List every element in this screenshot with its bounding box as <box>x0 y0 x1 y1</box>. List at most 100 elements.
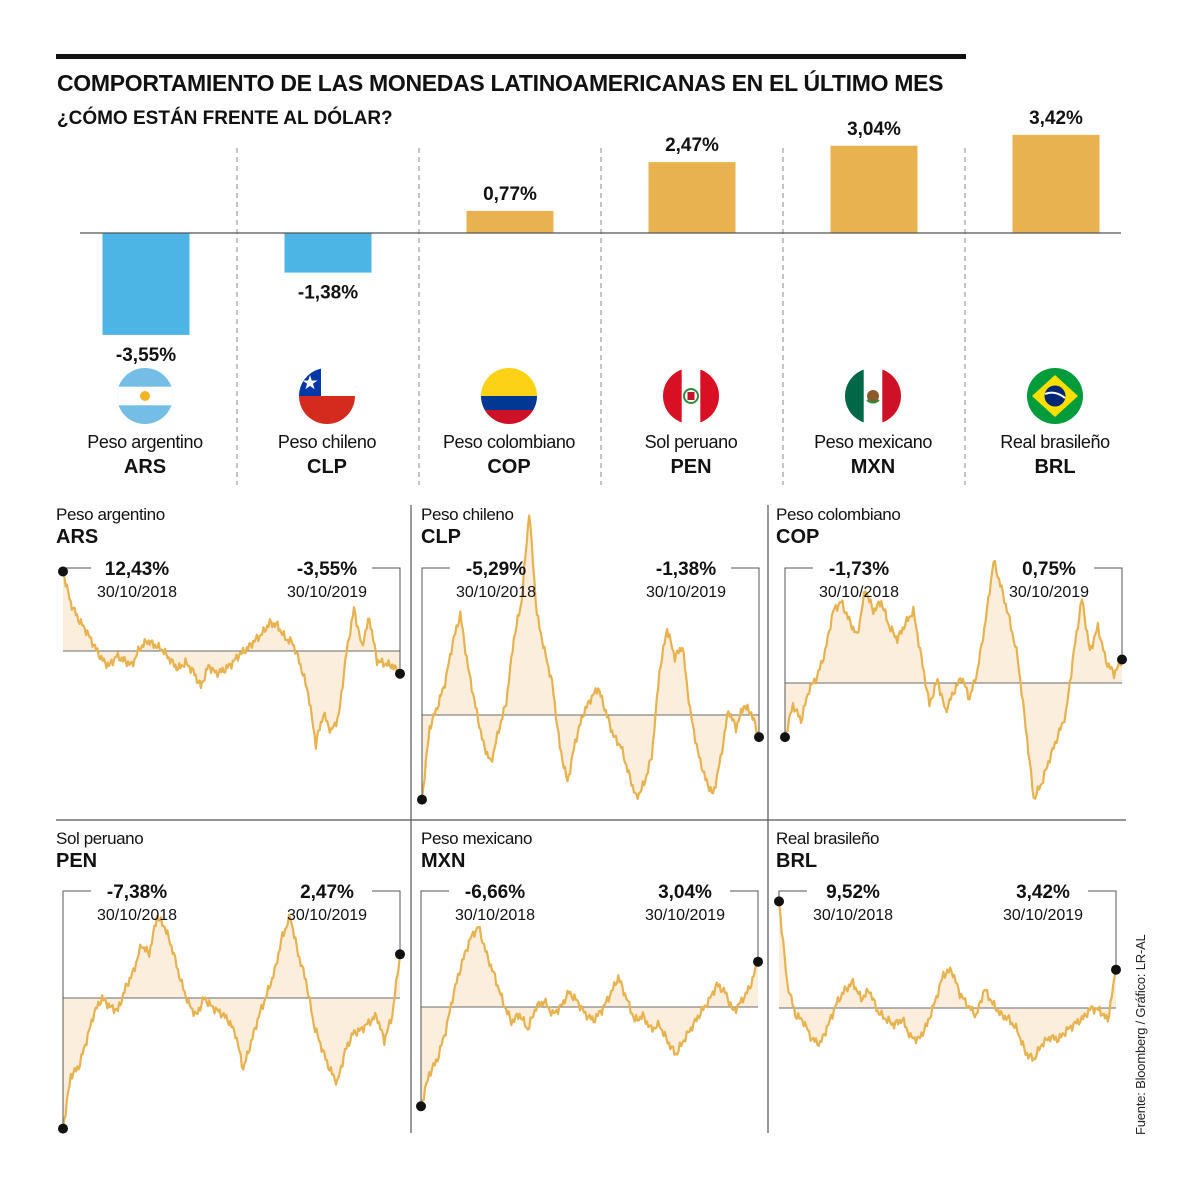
start-point <box>58 566 68 577</box>
bar-value-label: 3,04% <box>847 119 901 140</box>
panel-code: BRL <box>776 850 818 872</box>
end-value-label: 3,04% <box>658 882 712 903</box>
start-leader <box>420 890 449 1107</box>
end-leader <box>731 567 760 738</box>
end-date-label: 30/10/2019 <box>645 907 725 924</box>
area-fill <box>779 901 1116 1061</box>
end-value-label: 3,42% <box>1016 882 1070 903</box>
end-date-label: 30/10/2019 <box>287 907 367 924</box>
area-fill <box>63 914 400 1129</box>
currency-code: CLP <box>307 456 347 478</box>
start-value-label: -1,73% <box>829 559 889 580</box>
start-point <box>58 1123 68 1134</box>
currency-name: Peso chileno <box>277 432 377 452</box>
start-value-label: -7,38% <box>107 882 167 903</box>
end-value-label: 2,47% <box>300 882 354 903</box>
brazil-flag-icon <box>1027 368 1083 424</box>
currency-code: MXN <box>850 456 896 478</box>
peru-flag-icon <box>663 368 719 424</box>
bar-ars <box>102 233 190 335</box>
mexico-flag-icon <box>845 368 901 424</box>
argentina-flag-icon <box>117 368 173 424</box>
start-leader <box>62 890 91 1129</box>
bar-value-label: -1,38% <box>298 283 358 304</box>
area-fill <box>785 560 1122 799</box>
panel-code: ARS <box>56 526 99 548</box>
panel-name: Peso argentino <box>56 505 165 524</box>
panel-name: Sol peruano <box>56 829 144 848</box>
bar-mxn <box>830 145 918 233</box>
page-subtitle: ¿CÓMO ESTÁN FRENTE AL DÓLAR? <box>57 108 393 129</box>
bar-value-label: 3,42% <box>1029 108 1083 129</box>
start-point <box>780 732 790 743</box>
currency-code: ARS <box>123 456 167 478</box>
currency-name: Real brasileño <box>1000 432 1110 452</box>
end-point <box>1111 964 1121 975</box>
start-value-label: -5,29% <box>466 559 526 580</box>
bar-value-label: -3,55% <box>116 345 176 366</box>
panel-code: COP <box>776 526 820 548</box>
end-value-label: -3,55% <box>297 559 357 580</box>
currency-code: PEN <box>670 456 712 478</box>
start-leader <box>421 567 450 800</box>
series-line <box>61 913 402 1129</box>
start-date-label: 30/10/2018 <box>456 584 536 601</box>
source-credit: Fuente: Bloomberg / Gráfico: LR-AL <box>1133 934 1148 1135</box>
end-point <box>754 732 764 743</box>
panel-name: Peso colombiano <box>776 505 901 524</box>
end-value-label: -1,38% <box>656 559 716 580</box>
end-leader <box>372 567 401 674</box>
end-leader <box>730 890 759 962</box>
currency-name: Peso mexicano <box>814 432 932 452</box>
series-line <box>420 514 761 801</box>
currency-code: BRL <box>1034 456 1076 478</box>
bar-cop <box>466 210 554 233</box>
start-value-label: 12,43% <box>105 559 170 580</box>
start-date-label: 30/10/2018 <box>455 907 535 924</box>
end-leader <box>1088 890 1117 970</box>
page-title: COMPORTAMIENTO DE LAS MONEDAS LATINOAMER… <box>57 70 944 96</box>
start-leader <box>784 567 813 738</box>
series-line <box>419 926 759 1107</box>
end-date-label: 30/10/2019 <box>287 584 367 601</box>
bar-clp <box>284 233 372 273</box>
panel-code: MXN <box>421 850 466 872</box>
currency-name: Sol peruano <box>644 432 738 452</box>
end-date-label: 30/10/2019 <box>1003 907 1083 924</box>
chile-flag-icon <box>299 368 355 424</box>
panel-code: PEN <box>56 850 98 872</box>
end-leader <box>372 890 401 955</box>
series-line <box>783 559 1124 800</box>
bar-value-label: 2,47% <box>665 135 719 156</box>
start-point <box>774 896 784 907</box>
end-value-label: 0,75% <box>1022 559 1076 580</box>
bar-brl <box>1012 134 1100 233</box>
panel-name: Peso chileno <box>421 505 514 524</box>
start-value-label: 9,52% <box>826 882 880 903</box>
start-date-label: 30/10/2018 <box>813 907 893 924</box>
end-date-label: 30/10/2019 <box>646 584 726 601</box>
currency-code: COP <box>487 456 531 478</box>
end-point <box>753 956 763 967</box>
panel-code: CLP <box>421 526 461 548</box>
start-date-label: 30/10/2018 <box>819 584 899 601</box>
end-point <box>395 668 405 679</box>
top-rule <box>56 54 966 59</box>
series-line <box>777 901 1118 1062</box>
start-point <box>417 794 427 805</box>
area-fill <box>63 571 400 749</box>
bar-chart: -3,55% -1,38% 0,77% 2,47% 3,04% 3,42% <box>80 108 1121 485</box>
end-point <box>395 949 405 960</box>
currency-name: Peso argentino <box>87 432 203 452</box>
area-fill <box>421 927 758 1107</box>
currency-name: Peso colombiano <box>442 432 576 452</box>
start-value-label: -6,66% <box>465 882 525 903</box>
bar-pen <box>648 162 736 233</box>
end-leader <box>1094 567 1123 660</box>
start-date-label: 30/10/2018 <box>97 584 177 601</box>
start-point <box>416 1101 426 1112</box>
end-point <box>1117 654 1127 665</box>
end-date-label: 30/10/2019 <box>1009 584 1089 601</box>
panel-name: Peso mexicano <box>421 829 533 848</box>
